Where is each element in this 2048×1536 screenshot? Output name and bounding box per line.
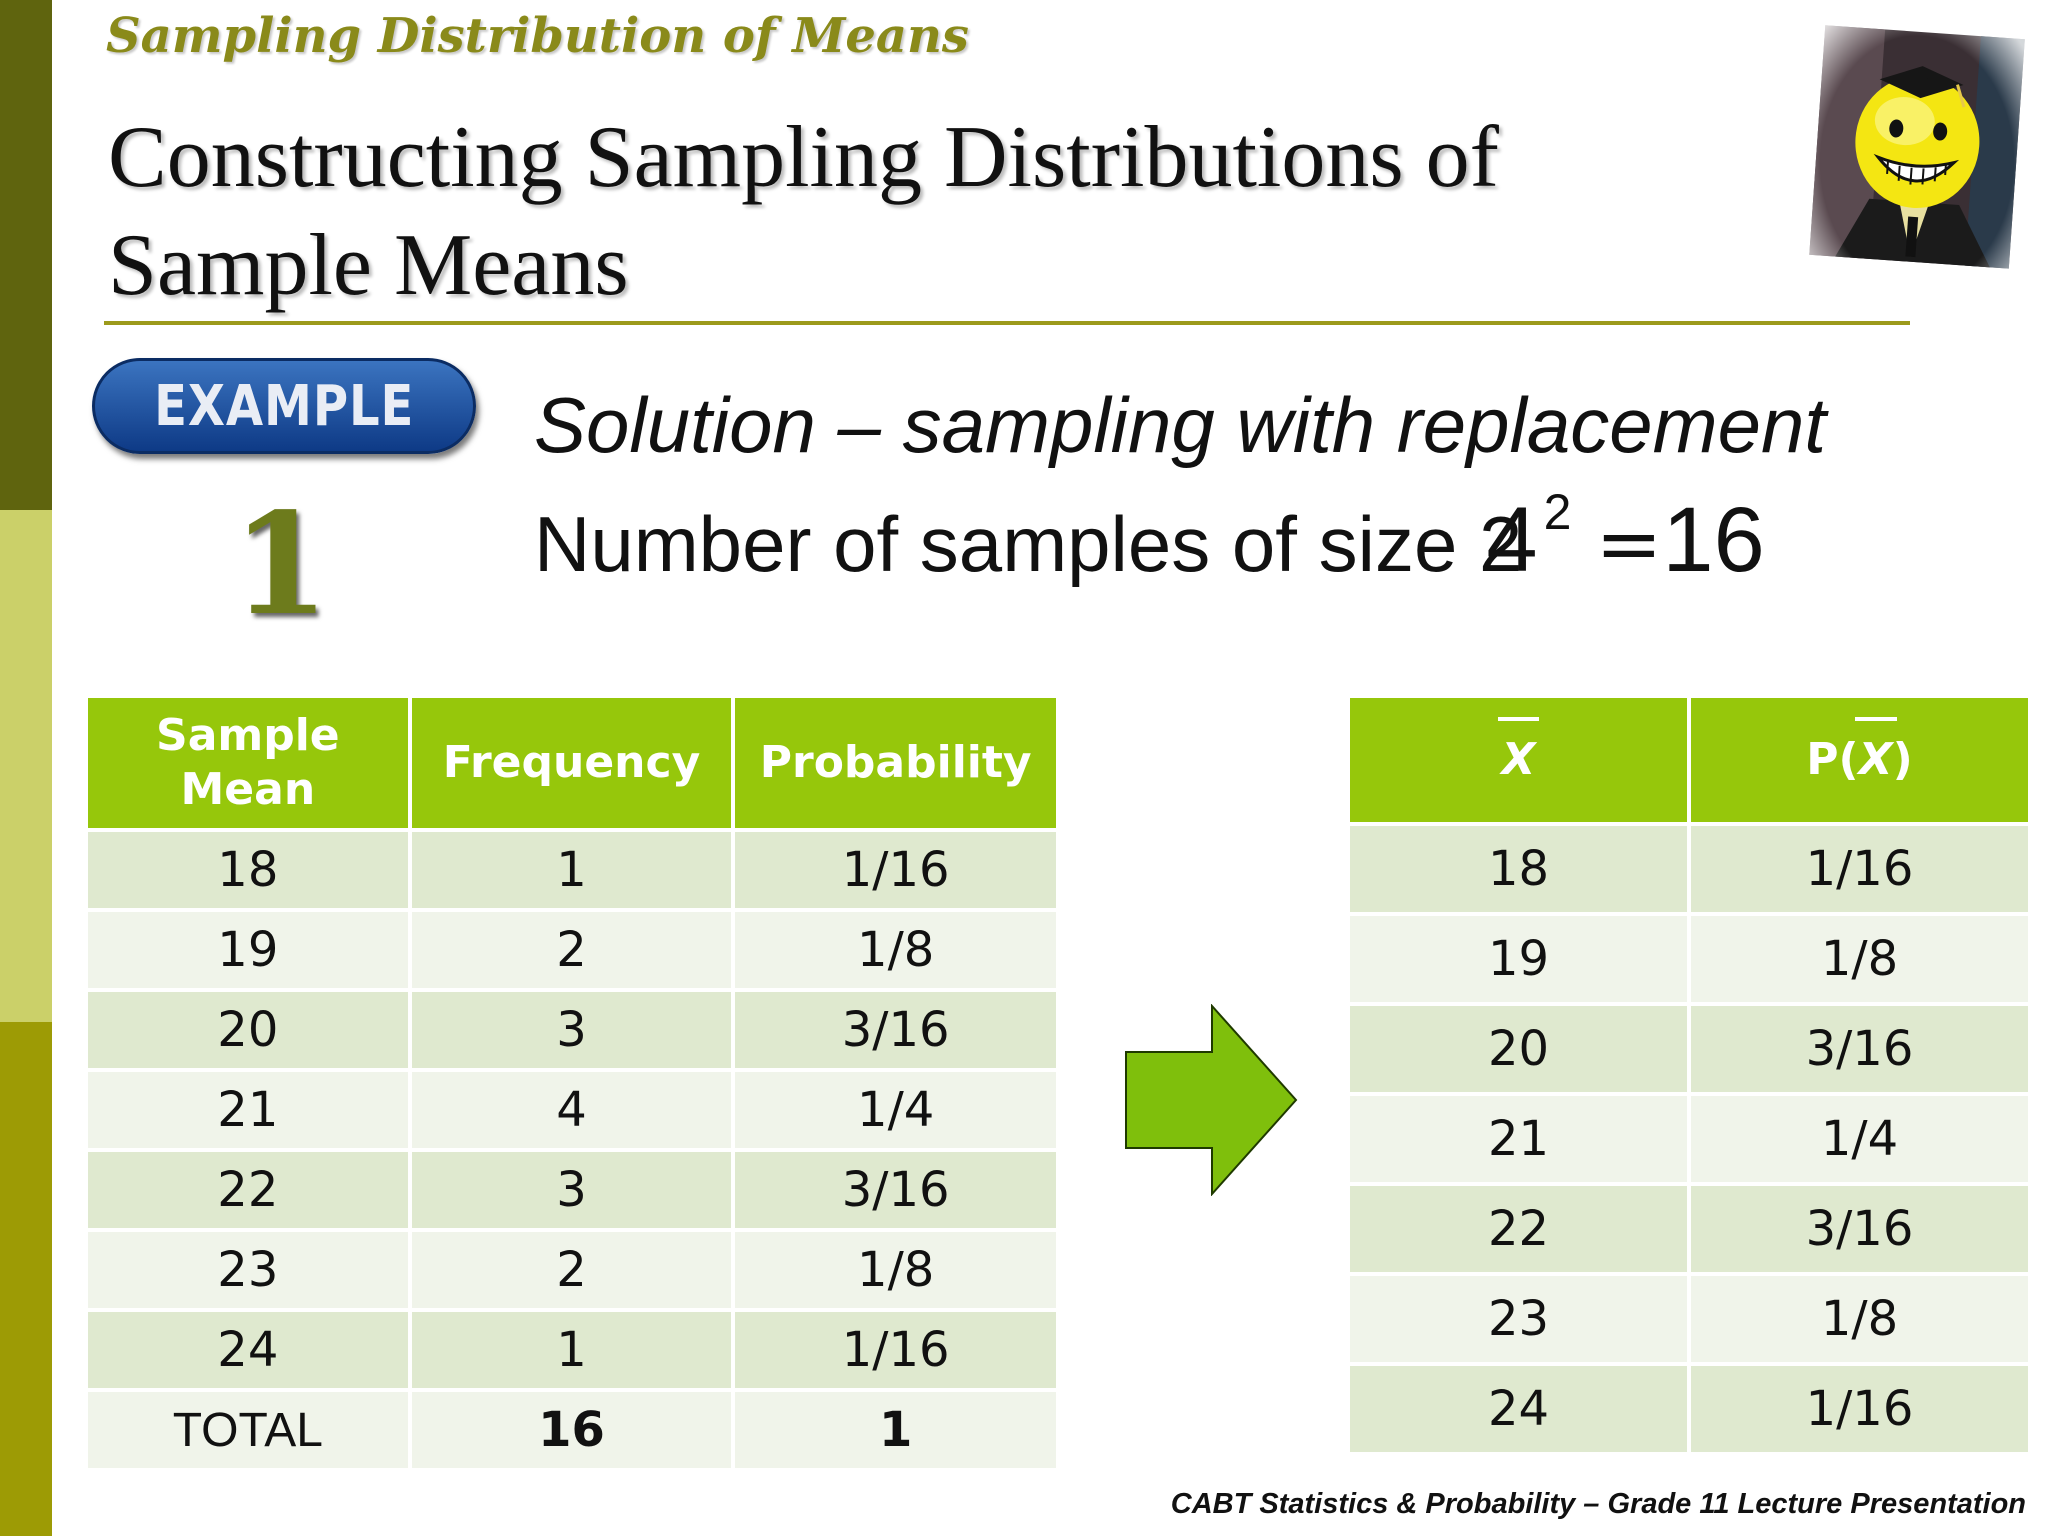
cell-sample-mean: 18 [84,828,412,912]
sidebar-segment-bottom [0,1022,52,1536]
cell-sample-mean: 20 [84,988,412,1072]
table-row: 19 1/8 [1346,912,2032,1006]
table-total-row: TOTAL 16 1 [84,1388,1060,1472]
cell-sample-mean: 24 [84,1308,412,1392]
example-badge-label: EXAMPLE [153,373,415,439]
cell-x-bar: 18 [1346,822,1691,916]
solution-heading: Solution – sampling with replacement [534,381,1827,469]
sample-count-formula: Number of samples of size 24 2 =16 [534,484,1765,593]
column-header-x-bar: X [1346,694,1691,826]
table-row: 21 1/4 [1346,1092,2032,1186]
sidebar-segment-top [0,0,52,510]
cell-p-x-bar: 1/8 [1687,912,2032,1006]
column-header-p-x-bar: P(X) [1687,694,2032,826]
p-prefix: P( [1806,734,1859,785]
cell-probability: 3/16 [731,988,1060,1072]
right-arrow-icon [1125,1004,1298,1196]
section-kicker: Sampling Distribution of Means [106,8,969,64]
formula-exponent: 2 [1543,484,1572,540]
column-header-sample-mean: Sample Mean [84,694,412,832]
distribution-table: X P(X) 18 1/16 19 1/8 20 3/16 21 1/4 22 … [1346,694,2032,1456]
cell-x-bar: 19 [1346,912,1691,1006]
cell-p-x-bar: 1/4 [1687,1092,2032,1186]
cell-p-x-bar: 1/16 [1687,1362,2032,1456]
cell-probability: 1/8 [731,1228,1060,1312]
table-row: 23 2 1/8 [84,1228,1060,1312]
cell-x-bar: 22 [1346,1182,1691,1276]
column-header-frequency: Frequency [407,694,736,832]
formula-base: 4 [1486,489,1538,591]
cell-probability: 1/16 [731,1308,1060,1392]
cell-sample-mean: 22 [84,1148,412,1232]
cell-probability: 1/4 [731,1068,1060,1152]
cell-frequency: 3 [407,1148,736,1232]
table-row: 20 3/16 [1346,1002,2032,1096]
table-row: 24 1/16 [1346,1362,2032,1456]
cell-p-x-bar: 3/16 [1687,1002,2032,1096]
cell-x-bar: 24 [1346,1362,1691,1456]
frequency-table: Sample Mean Frequency Probability 18 1 1… [84,694,1060,1472]
cell-x-bar: 23 [1346,1272,1691,1366]
cell-frequency: 1 [407,828,736,912]
cell-x-bar: 21 [1346,1092,1691,1186]
x-bar-symbol: X [1497,717,1540,785]
total-probability: 1 [731,1388,1060,1472]
cell-sample-mean: 21 [84,1068,412,1152]
table-row: 23 1/8 [1346,1272,2032,1366]
total-label: TOTAL [84,1388,412,1472]
cell-probability: 1/16 [731,828,1060,912]
cell-sample-mean: 19 [84,908,412,992]
cell-p-x-bar: 1/16 [1687,822,2032,916]
distribution-table-header: X P(X) [1346,694,2032,826]
sidebar-strip [0,0,52,1536]
cell-frequency: 2 [407,1228,736,1312]
example-badge: EXAMPLE [92,358,476,454]
table-row: 18 1/16 [1346,822,2032,916]
cell-frequency: 3 [407,988,736,1072]
table-row: 24 1 1/16 [84,1308,1060,1392]
cell-x-bar: 20 [1346,1002,1691,1096]
table-row: 19 2 1/8 [84,908,1060,992]
cell-sample-mean: 23 [84,1228,412,1312]
cell-frequency: 1 [407,1308,736,1392]
frequency-table-header: Sample Mean Frequency Probability [84,694,1060,832]
table-row: 22 3 3/16 [84,1148,1060,1232]
p-suffix: ) [1892,734,1913,785]
sample-count-prefix: Number of samples of size 2 [534,500,1523,588]
table-row: 22 3/16 [1346,1182,2032,1276]
cell-probability: 3/16 [731,1148,1060,1232]
total-frequency: 16 [407,1388,736,1472]
avatar [1802,12,2032,312]
cell-p-x-bar: 1/8 [1687,1272,2032,1366]
sidebar-segment-middle [0,510,52,1022]
cell-frequency: 2 [407,908,736,992]
table-row: 20 3 3/16 [84,988,1060,1072]
cell-p-x-bar: 3/16 [1687,1182,2032,1276]
footer-credit: CABT Statistics & Probability – Grade 11… [1170,1488,2026,1520]
table-row: 21 4 1/4 [84,1068,1060,1152]
p-x-bar-symbol: X [1854,717,1897,785]
formula-result: 16 [1662,489,1765,591]
slide-title: Constructing Sampling Distributions of S… [108,109,1499,314]
formula-equals: = [1595,497,1663,590]
column-header-probability: Probability [731,694,1060,832]
title-divider [104,321,1910,325]
cell-probability: 1/8 [731,908,1060,992]
table-row: 18 1 1/16 [84,828,1060,912]
example-number: 1 [232,483,330,647]
cell-frequency: 4 [407,1068,736,1152]
